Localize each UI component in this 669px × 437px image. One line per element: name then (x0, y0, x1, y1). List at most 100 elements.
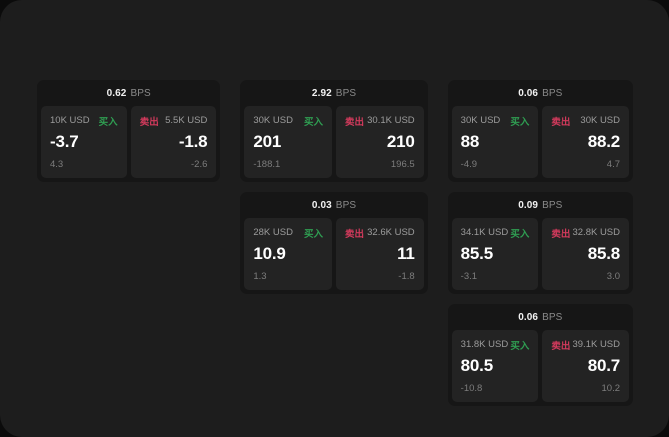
buy-label: 买入 (510, 340, 530, 352)
spread-card-grid: 0.62 BPS 10K USD 买入 -3.7 4.3 卖出 (37, 80, 633, 406)
sell-side[interactable]: 卖出 39.1K USD 80.7 10.2 (542, 330, 630, 402)
sell-delta: 3.0 (606, 271, 621, 282)
buy-side-top: 30K USD 买入 (253, 114, 324, 128)
card-body: 30K USD 买入 201 -188.1 卖出 30.1K USD 210 1… (240, 106, 427, 182)
bps-value: 0.09 (518, 199, 539, 211)
card-header: 0.03 BPS (240, 192, 427, 218)
sell-side[interactable]: 卖出 5.5K USD -1.8 -2.6 (130, 106, 217, 178)
buy-amount: 30K USD (253, 115, 293, 126)
buy-delta: -4.9 (460, 159, 478, 170)
sell-label: 卖出 (551, 340, 571, 352)
sell-price: 88.2 (587, 132, 621, 151)
buy-side[interactable]: 10K USD 买入 -3.7 4.3 (41, 106, 127, 178)
sell-side-top: 卖出 30K USD (551, 114, 621, 128)
buy-amount: 31.8K USD (460, 339, 509, 350)
sell-price: 85.8 (587, 244, 621, 263)
buy-label: 买入 (510, 228, 530, 240)
card-body: 34.1K USD 买入 85.5 -3.1 卖出 32.8K USD 85.8… (448, 218, 633, 294)
sell-side-top: 卖出 32.8K USD (551, 226, 621, 240)
sell-amount: 39.1K USD (572, 339, 621, 350)
buy-side-top: 30K USD 买入 (460, 114, 530, 128)
buy-price: 201 (253, 132, 282, 151)
sell-amount: 5.5K USD (165, 115, 208, 126)
sell-price: -1.8 (178, 132, 208, 151)
buy-amount: 30K USD (460, 115, 501, 126)
sell-amount: 30.1K USD (367, 115, 415, 126)
buy-side[interactable]: 30K USD 买入 201 -188.1 (244, 106, 333, 178)
sell-side[interactable]: 卖出 30.1K USD 210 196.5 (336, 106, 424, 178)
sell-delta: -1.8 (398, 271, 415, 282)
card-header: 0.09 BPS (448, 192, 633, 218)
buy-amount: 34.1K USD (460, 227, 509, 238)
sell-label: 卖出 (345, 228, 365, 240)
buy-price: 10.9 (253, 244, 286, 263)
buy-price: 80.5 (460, 356, 493, 375)
sell-delta: -2.6 (191, 159, 208, 170)
card-body: 30K USD 买入 88 -4.9 卖出 30K USD 88.2 4.7 (448, 106, 633, 182)
buy-side[interactable]: 31.8K USD 买入 80.5 -10.8 (451, 330, 539, 402)
bps-unit: BPS (542, 311, 563, 323)
buy-amount: 28K USD (253, 227, 293, 238)
buy-delta: -188.1 (253, 159, 281, 170)
buy-side-top: 34.1K USD 买入 (460, 226, 530, 240)
bps-value: 0.06 (518, 87, 539, 99)
card-header: 0.62 BPS (37, 80, 220, 106)
buy-delta: 4.3 (50, 159, 64, 170)
sell-label: 卖出 (551, 116, 571, 128)
sell-amount: 32.8K USD (572, 227, 621, 238)
buy-side[interactable]: 28K USD 买入 10.9 1.3 (244, 218, 333, 290)
card-body: 28K USD 买入 10.9 1.3 卖出 32.6K USD 11 -1.8 (240, 218, 427, 294)
buy-side[interactable]: 34.1K USD 买入 85.5 -3.1 (451, 218, 539, 290)
buy-delta: -3.1 (460, 271, 478, 282)
bps-unit: BPS (335, 199, 357, 211)
buy-label: 买入 (304, 228, 324, 240)
bps-value: 0.62 (106, 87, 127, 99)
bps-value: 2.92 (311, 87, 332, 99)
buy-side-top: 31.8K USD 买入 (460, 338, 530, 352)
card-header: 0.06 BPS (448, 304, 633, 330)
sell-price: 210 (386, 132, 415, 151)
bps-unit: BPS (335, 87, 357, 99)
sell-price: 80.7 (587, 356, 621, 375)
column-left: 0.62 BPS 10K USD 买入 -3.7 4.3 卖出 (37, 80, 221, 182)
spread-card[interactable]: 0.03 BPS 28K USD 买入 10.9 1.3 卖出 (240, 192, 428, 294)
sell-amount: 30K USD (580, 115, 621, 126)
buy-label: 买入 (98, 116, 118, 128)
card-header: 0.06 BPS (448, 80, 633, 106)
sell-label: 卖出 (551, 228, 571, 240)
sell-delta: 4.7 (606, 159, 621, 170)
column-right: 0.06 BPS 30K USD 买入 88 -4.9 卖出 (447, 80, 633, 406)
sell-delta: 196.5 (390, 159, 415, 170)
buy-delta: -10.8 (460, 383, 483, 394)
sell-side[interactable]: 卖出 32.8K USD 85.8 3.0 (542, 218, 630, 290)
spread-card[interactable]: 2.92 BPS 30K USD 买入 201 -188.1 卖出 (240, 80, 428, 182)
buy-label: 买入 (510, 116, 530, 128)
buy-price: 88 (460, 132, 480, 151)
buy-price: -3.7 (50, 132, 79, 151)
sell-label: 卖出 (345, 116, 365, 128)
buy-amount: 10K USD (50, 115, 90, 126)
spread-card[interactable]: 0.06 BPS 31.8K USD 买入 80.5 -10.8 卖 (447, 304, 633, 406)
column-middle: 2.92 BPS 30K USD 买入 201 -188.1 卖出 (240, 80, 428, 294)
bps-unit: BPS (542, 87, 563, 99)
buy-label: 买入 (304, 116, 324, 128)
sell-delta: 10.2 (601, 383, 621, 394)
sell-side[interactable]: 卖出 32.6K USD 11 -1.8 (336, 218, 424, 290)
card-body: 10K USD 买入 -3.7 4.3 卖出 5.5K USD -1.8 -2.… (37, 106, 220, 182)
sell-amount: 32.6K USD (367, 227, 415, 238)
buy-side-top: 28K USD 买入 (253, 226, 324, 240)
buy-side[interactable]: 30K USD 买入 88 -4.9 (451, 106, 539, 178)
sell-side-top: 卖出 5.5K USD (139, 114, 208, 128)
buy-side-top: 10K USD 买入 (50, 114, 118, 128)
sell-side-top: 卖出 30.1K USD (345, 114, 415, 128)
buy-price: 85.5 (460, 244, 493, 263)
spread-card[interactable]: 0.06 BPS 30K USD 买入 88 -4.9 卖出 (447, 80, 633, 182)
sell-side[interactable]: 卖出 30K USD 88.2 4.7 (542, 106, 630, 178)
card-body: 31.8K USD 买入 80.5 -10.8 卖出 39.1K USD 80.… (448, 330, 633, 406)
buy-delta: 1.3 (253, 271, 267, 282)
spread-card[interactable]: 0.09 BPS 34.1K USD 买入 85.5 -3.1 卖出 (447, 192, 633, 294)
card-header: 2.92 BPS (240, 80, 427, 106)
sell-label: 卖出 (139, 116, 159, 128)
spread-card[interactable]: 0.62 BPS 10K USD 买入 -3.7 4.3 卖出 (37, 80, 221, 182)
